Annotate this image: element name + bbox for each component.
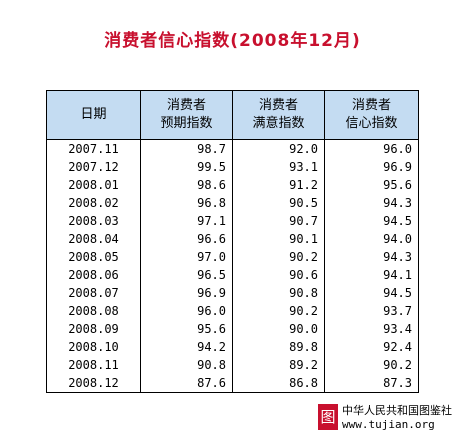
value-cell: 96.5 xyxy=(140,266,233,284)
value-cell: 92.4 xyxy=(324,338,419,356)
value-cell: 95.6 xyxy=(140,320,233,338)
value-cell: 90.8 xyxy=(232,284,325,302)
table-row: 2008.06 96.5 90.6 94.1 xyxy=(46,266,419,284)
value-cell: 96.9 xyxy=(324,158,419,176)
watermark: 图 中华人民共和国图鉴社 www.tujian.org xyxy=(318,402,463,434)
value-cell: 95.6 xyxy=(324,176,419,194)
table-row: 2008.09 95.6 90.0 93.4 xyxy=(46,320,419,338)
date-cell: 2008.02 xyxy=(46,194,141,212)
date-cell: 2008.01 xyxy=(46,176,141,194)
value-cell: 96.0 xyxy=(140,302,233,320)
value-cell: 96.9 xyxy=(140,284,233,302)
value-cell: 97.0 xyxy=(140,248,233,266)
value-cell: 91.2 xyxy=(232,176,325,194)
value-cell: 98.7 xyxy=(140,139,233,158)
header-satisfaction-index: 消费者 满意指数 xyxy=(232,90,325,140)
table-row: 2007.11 98.7 92.0 96.0 xyxy=(46,139,419,158)
value-cell: 90.0 xyxy=(232,320,325,338)
value-cell: 87.3 xyxy=(324,374,419,393)
table-row: 2008.10 94.2 89.8 92.4 xyxy=(46,338,419,356)
value-cell: 94.5 xyxy=(324,284,419,302)
value-cell: 94.5 xyxy=(324,212,419,230)
value-cell: 94.3 xyxy=(324,194,419,212)
value-cell: 96.8 xyxy=(140,194,233,212)
value-cell: 89.8 xyxy=(232,338,325,356)
value-cell: 90.6 xyxy=(232,266,325,284)
value-cell: 93.4 xyxy=(324,320,419,338)
table-header-row: 日期 消费者 预期指数 消费者 满意指数 消费者 信心指数 xyxy=(46,90,419,140)
value-cell: 90.7 xyxy=(232,212,325,230)
data-table: 日期 消费者 预期指数 消费者 满意指数 消费者 信心指数 2007.11 98.… xyxy=(46,90,419,393)
date-cell: 2007.11 xyxy=(46,139,141,158)
value-cell: 90.2 xyxy=(232,248,325,266)
value-cell: 90.1 xyxy=(232,230,325,248)
table-row: 2008.03 97.1 90.7 94.5 xyxy=(46,212,419,230)
value-cell: 94.2 xyxy=(140,338,233,356)
table-body: 2007.11 98.7 92.0 96.0 2007.12 99.5 93.1 96.9 20… xyxy=(46,139,419,393)
watermark-url: www.tujian.org xyxy=(342,418,435,431)
date-cell: 2008.06 xyxy=(46,266,141,284)
header-date: 日期 xyxy=(46,90,141,140)
value-cell: 92.0 xyxy=(232,139,325,158)
value-cell: 86.8 xyxy=(232,374,325,393)
value-cell: 93.7 xyxy=(324,302,419,320)
page-title: 消费者信心指数(2008年12月) xyxy=(104,31,361,51)
value-cell: 87.6 xyxy=(140,374,233,393)
table-row: 2008.02 96.8 90.5 94.3 xyxy=(46,194,419,212)
value-cell: 90.2 xyxy=(324,356,419,374)
table-row: 2007.12 99.5 93.1 96.9 xyxy=(46,158,419,176)
watermark-text: 中华人民共和国图鉴社 xyxy=(342,404,452,417)
date-cell: 2008.09 xyxy=(46,320,141,338)
value-cell: 96.6 xyxy=(140,230,233,248)
date-cell: 2008.12 xyxy=(46,374,141,393)
table-row: 2008.01 98.6 91.2 95.6 xyxy=(46,176,419,194)
value-cell: 97.1 xyxy=(140,212,233,230)
value-cell: 93.1 xyxy=(232,158,325,176)
value-cell: 90.2 xyxy=(232,302,325,320)
date-cell: 2008.05 xyxy=(46,248,141,266)
date-cell: 2007.12 xyxy=(46,158,141,176)
table-row: 2008.08 96.0 90.2 93.7 xyxy=(46,302,419,320)
value-cell: 99.5 xyxy=(140,158,233,176)
date-cell: 2008.03 xyxy=(46,212,141,230)
table-row: 2008.07 96.9 90.8 94.5 xyxy=(46,284,419,302)
value-cell: 90.5 xyxy=(232,194,325,212)
value-cell: 89.2 xyxy=(232,356,325,374)
date-cell: 2008.07 xyxy=(46,284,141,302)
publisher-logo: 图 xyxy=(318,404,338,430)
value-cell: 98.6 xyxy=(140,176,233,194)
table-row: 2008.11 90.8 89.2 90.2 xyxy=(46,356,419,374)
date-cell: 2008.08 xyxy=(46,302,141,320)
value-cell: 96.0 xyxy=(324,139,419,158)
table-row: 2008.05 97.0 90.2 94.3 xyxy=(46,248,419,266)
table-row: 2008.04 96.6 90.1 94.0 xyxy=(46,230,419,248)
date-cell: 2008.10 xyxy=(46,338,141,356)
value-cell: 94.0 xyxy=(324,230,419,248)
value-cell: 90.8 xyxy=(140,356,233,374)
date-cell: 2008.11 xyxy=(46,356,141,374)
date-cell: 2008.04 xyxy=(46,230,141,248)
header-confidence-index: 消费者 信心指数 xyxy=(324,90,419,140)
header-expectation-index: 消费者 预期指数 xyxy=(140,90,233,140)
value-cell: 94.1 xyxy=(324,266,419,284)
table-row: 2008.12 87.6 86.8 87.3 xyxy=(46,374,419,393)
value-cell: 94.3 xyxy=(324,248,419,266)
